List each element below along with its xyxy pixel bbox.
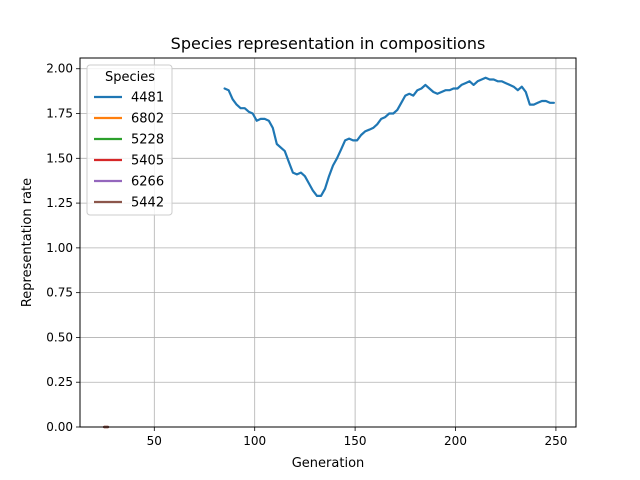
legend-label-5228: 5228 — [131, 133, 164, 148]
y-tick-label: 1.50 — [46, 151, 73, 165]
series-line-4481 — [223, 76, 556, 197]
y-tick-label: 0.50 — [46, 330, 73, 344]
y-axis-label: Representation rate — [20, 178, 35, 307]
legend-box — [86, 64, 173, 216]
y-tick-label: 1.25 — [46, 196, 73, 210]
x-axis-label: Generation — [292, 456, 365, 471]
plot-frame — [79, 57, 577, 428]
chart-title: Species representation in compositions — [171, 34, 486, 53]
grid-layer — [80, 58, 576, 428]
legend-label-5442: 5442 — [131, 196, 164, 211]
y-tick-label: 0.75 — [46, 286, 73, 300]
legend: Species 4481 6802 5228 5405 6266 5442 — [86, 64, 173, 216]
legend-label-4481: 4481 — [131, 91, 164, 106]
x-tick-label: 200 — [444, 434, 467, 448]
x-tick-label: 150 — [344, 434, 367, 448]
legend-title: Species — [105, 70, 155, 85]
x-tick-label: 250 — [544, 434, 567, 448]
y-tick-label: 0.00 — [46, 420, 73, 434]
y-tick-label: 2.00 — [46, 62, 73, 76]
x-tick-label: 100 — [243, 434, 266, 448]
legend-label-6266: 6266 — [131, 175, 164, 190]
x-tick-label: 50 — [147, 434, 162, 448]
y-tick-label: 1.00 — [46, 241, 73, 255]
y-tick-label: 1.75 — [46, 107, 73, 121]
y-tick-label: 0.25 — [46, 375, 73, 389]
tick-layer: 50 100 150 200 250 0.00 0.25 0.50 0.75 1.00 1.25 1.… — [46, 62, 567, 448]
legend-label-5405: 5405 — [131, 154, 164, 169]
legend-label-6802: 6802 — [131, 112, 164, 127]
